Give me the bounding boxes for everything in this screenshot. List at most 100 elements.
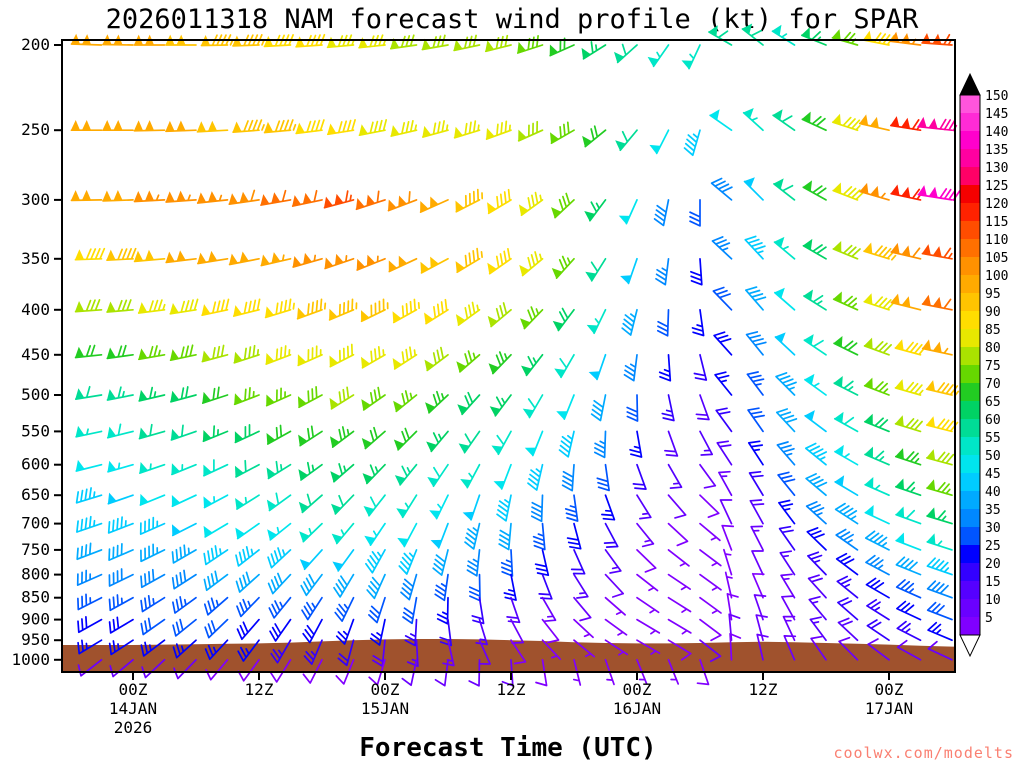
wind-barb	[747, 407, 765, 433]
wind-barb	[196, 194, 229, 204]
wind-barb	[570, 549, 586, 575]
wind-barb	[833, 340, 859, 356]
colorbar-label: 75	[985, 359, 1001, 374]
wind-barb	[298, 386, 323, 409]
wind-barb	[393, 346, 418, 370]
wind-barb	[653, 199, 670, 227]
wind-barb	[683, 129, 701, 157]
wind-barb	[896, 639, 922, 661]
wind-barb	[75, 463, 103, 472]
wind-barb	[76, 542, 103, 561]
wind-barb	[573, 596, 592, 622]
wind-barb	[667, 494, 687, 519]
wind-barb	[133, 194, 166, 203]
wind-barb	[550, 121, 575, 145]
wind-barb	[832, 295, 859, 311]
wind-barb	[564, 494, 579, 522]
wind-barb	[488, 247, 512, 275]
wind-barb	[102, 43, 134, 46]
wind-barb	[171, 463, 197, 476]
colorbar-cell	[960, 329, 980, 347]
wind-barb	[503, 573, 517, 601]
wind-barb	[170, 424, 197, 441]
colorbar-cell	[960, 437, 980, 455]
wind-barb	[863, 245, 897, 261]
wind-barb	[711, 236, 733, 260]
wind-barb	[688, 44, 701, 70]
wind-barb	[661, 394, 675, 422]
wind-barb	[927, 640, 953, 661]
wind-barb	[525, 353, 544, 377]
colorbar-label: 145	[985, 107, 1008, 122]
wind-barb	[803, 339, 827, 356]
wind-barb	[463, 430, 481, 454]
wind-barb	[389, 34, 418, 50]
wind-barb	[778, 525, 796, 551]
wind-barb	[269, 618, 292, 642]
colorbar-label: 80	[985, 341, 1001, 356]
wind-barb	[324, 255, 355, 270]
wind-barb	[303, 549, 323, 571]
wind-barb	[368, 494, 386, 517]
wind-barb	[106, 247, 139, 261]
wind-barb	[74, 299, 103, 313]
wind-barb	[432, 463, 449, 488]
wind-barb	[237, 639, 260, 662]
wind-barb	[107, 462, 134, 473]
colorbar-label: 55	[985, 431, 1001, 446]
wind-barb	[896, 620, 922, 642]
wind-barb	[510, 639, 527, 665]
wind-barb	[77, 658, 103, 677]
wind-barb	[807, 551, 827, 576]
wind-barb	[368, 596, 386, 624]
wind-barb	[774, 291, 796, 311]
wind-barb	[604, 573, 625, 598]
colorbar-cell	[960, 365, 980, 383]
wind-barb	[202, 425, 229, 443]
wind-barb	[510, 618, 525, 644]
wind-barb	[303, 639, 323, 665]
x-tick-date: 17JAN	[865, 699, 913, 718]
wind-barb	[428, 390, 449, 414]
colorbar-label: 25	[985, 539, 1001, 554]
wind-barb	[267, 547, 292, 569]
page-title: 2026011318 NAM forecast wind profile (kt…	[105, 4, 919, 35]
wind-barb	[165, 257, 197, 264]
wind-barb	[834, 502, 859, 525]
wind-barb	[803, 294, 827, 311]
wind-barb	[140, 639, 166, 657]
wind-barb	[138, 423, 166, 440]
wind-barb	[422, 120, 449, 138]
wind-barb	[530, 494, 544, 523]
wind-barb	[331, 426, 355, 448]
wind-barb	[655, 129, 670, 155]
wind-barb	[623, 353, 638, 382]
colorbar-cell	[960, 383, 980, 401]
y-tick-label: 600	[21, 455, 50, 474]
wind-barb	[831, 116, 861, 132]
y-tick-label: 800	[21, 565, 50, 584]
wind-barb	[557, 307, 575, 332]
wind-barb	[500, 463, 512, 490]
wind-barb	[779, 550, 796, 576]
wind-barb	[390, 119, 418, 137]
wind-barb	[232, 119, 265, 133]
wind-barb	[266, 424, 292, 445]
wind-barb	[804, 442, 828, 466]
wind-barb	[751, 572, 765, 599]
wind-barb	[921, 247, 953, 260]
wind-barb	[699, 463, 717, 489]
wind-barb	[801, 115, 827, 132]
wind-barb	[836, 575, 859, 599]
watermark: coolwx.com/modelts	[833, 744, 1014, 762]
y-tick-label: 450	[21, 345, 50, 364]
wind-barb	[235, 459, 260, 478]
wind-barb	[494, 394, 512, 417]
wind-barb	[926, 540, 953, 551]
wind-barb	[636, 596, 660, 614]
wind-barb	[106, 386, 134, 401]
wind-barb	[699, 618, 722, 642]
colorbar-under-arrow	[959, 634, 981, 658]
colorbar-label: 130	[985, 161, 1008, 176]
x-tick-date: 15JAN	[361, 699, 409, 718]
